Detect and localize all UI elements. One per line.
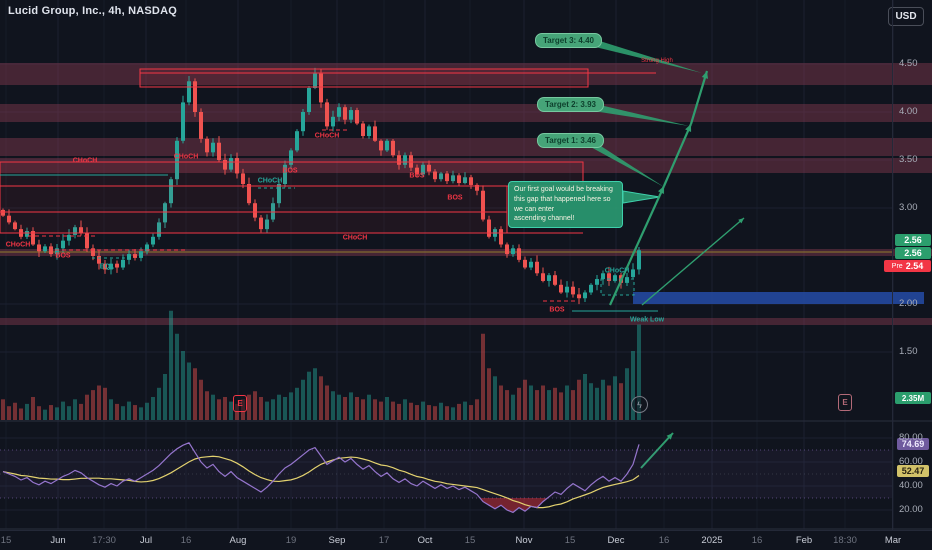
rsi-tick-label: 80.00 xyxy=(899,432,923,443)
time-axis-label: Aug xyxy=(229,535,247,546)
structure-label: BOS xyxy=(282,167,298,175)
supply-zone-rects[interactable] xyxy=(0,68,656,302)
volume-value-label: 2.35M xyxy=(895,392,931,404)
rsi-pane xyxy=(0,442,892,514)
structure-teal-lines[interactable] xyxy=(0,174,658,312)
price-tick-label: 4.50 xyxy=(899,58,918,69)
rsi-tick-label: 60.00 xyxy=(899,456,923,467)
time-axis-label: Sep xyxy=(328,535,346,546)
time-axis-label: 15 xyxy=(564,535,576,546)
time-axis[interactable]: 15 Jun 17:30 Jul 16 Aug 19 Sep 17 Oct 15 Nov 15 Dec 16… xyxy=(0,530,932,550)
structure-label: CHoCH xyxy=(257,177,283,185)
time-axis-label: 16 xyxy=(751,535,763,546)
last-price-label: 2.56 xyxy=(895,234,931,246)
price-tick-label: 3.50 xyxy=(899,154,918,165)
price-tick-label: 4.00 xyxy=(899,106,918,117)
time-axis-label: 16 xyxy=(180,535,192,546)
price-tick-label: 3.00 xyxy=(899,202,918,213)
premarket-prefix: Pre xyxy=(891,262,903,270)
time-axis-label: Feb xyxy=(795,535,813,546)
earnings-event-icon[interactable]: E xyxy=(233,395,247,412)
structure-label: BOS xyxy=(447,194,463,202)
time-axis-label: 19 xyxy=(285,535,297,546)
premarket-price-label: Pre 2.54 xyxy=(884,260,931,272)
lightning-event-icon[interactable]: ϟ xyxy=(631,396,648,413)
time-axis-label: 2025 xyxy=(701,535,723,546)
projection-arrows[interactable] xyxy=(587,37,745,469)
structure-label: BOS xyxy=(409,172,425,180)
structure-label: CHoCH xyxy=(342,234,368,242)
volume-bars xyxy=(1,310,641,420)
symbol-title[interactable]: Lucid Group, Inc., 4h, NASDAQ xyxy=(8,5,177,17)
blue-range-drawing[interactable] xyxy=(633,292,924,304)
time-axis-label: 15 xyxy=(0,535,12,546)
structure-label: CHoCH xyxy=(72,157,98,165)
structure-label: CHoCH xyxy=(604,267,630,275)
premarket-value: 2.54 xyxy=(905,261,924,271)
rsi-tick-label: 20.00 xyxy=(899,504,923,515)
structure-label: EQL xyxy=(99,263,115,271)
time-axis-label: 15 xyxy=(464,535,476,546)
time-axis-label: Jul xyxy=(139,535,153,546)
structure-label: Weak Low xyxy=(629,316,665,324)
time-axis-label: Mar xyxy=(884,535,902,546)
rsi-value-label: 74.69 xyxy=(897,438,929,450)
time-axis-label: Dec xyxy=(607,535,625,546)
time-axis-label: Jun xyxy=(50,535,66,546)
rsi-line xyxy=(2,442,640,514)
structure-label: BOS xyxy=(55,252,71,260)
time-axis-label: Oct xyxy=(417,535,433,546)
structure-label: CHoCH xyxy=(314,132,340,140)
time-axis-label: 17 xyxy=(378,535,390,546)
earnings-event-icon[interactable]: E xyxy=(838,394,852,411)
structure-label: Strong High xyxy=(641,58,673,64)
time-axis-label: 17:30 xyxy=(92,535,116,546)
time-axis-label: 18:30 xyxy=(833,535,857,546)
structure-label: CHoCH xyxy=(173,153,199,161)
rsi-tick-label: 40.00 xyxy=(899,480,923,491)
target-callout-1[interactable]: Target 1: 3.46 xyxy=(537,133,604,148)
target-callout-3[interactable]: Target 3: 4.40 xyxy=(535,33,602,48)
time-axis-label: 16 xyxy=(658,535,670,546)
analysis-note-callout[interactable]: Our first goal would be breaking this ga… xyxy=(508,181,623,229)
rsi-ma-value-label: 52.47 xyxy=(897,465,929,477)
currency-toggle-button[interactable]: USD xyxy=(888,7,924,26)
close-price-label: 2.56 xyxy=(895,247,931,259)
target-callout-2[interactable]: Target 2: 3.93 xyxy=(537,97,604,112)
price-tick-label: 1.50 xyxy=(899,346,918,357)
time-axis-label: Nov xyxy=(515,535,533,546)
structure-label: CHoCH xyxy=(5,241,31,249)
price-axis[interactable]: 2.56 2.56 Pre 2.54 2.35M 74.69 52.47 4.5… xyxy=(884,0,932,530)
price-tick-label: 2.00 xyxy=(899,298,918,309)
structure-label: BOS xyxy=(549,306,565,314)
grid-lines xyxy=(0,0,894,529)
